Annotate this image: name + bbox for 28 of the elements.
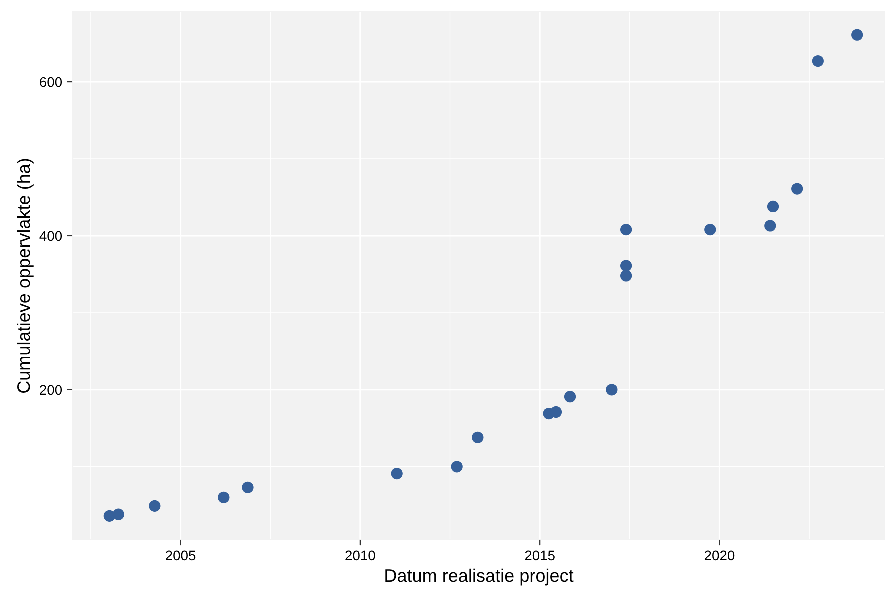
- point: [764, 220, 776, 232]
- x-tick-label: 2015: [525, 550, 555, 561]
- point: [550, 406, 562, 418]
- point: [620, 224, 632, 236]
- point: [112, 508, 124, 520]
- y-axis-title: Cumulatieve oppervlakte (ha): [17, 159, 34, 393]
- point: [391, 468, 403, 480]
- point: [451, 461, 463, 473]
- x-tick-label: 2010: [346, 550, 376, 561]
- y-tick-label: 600: [40, 77, 62, 88]
- x-tick-label: 2020: [704, 550, 735, 561]
- y-tick-label: 200: [40, 385, 62, 396]
- point: [564, 391, 576, 403]
- point: [852, 29, 864, 41]
- point: [767, 200, 780, 213]
- point: [606, 384, 618, 396]
- point: [218, 492, 230, 504]
- point: [620, 260, 632, 272]
- point: [620, 270, 632, 282]
- x-tick-label: 2005: [166, 550, 196, 561]
- point: [704, 224, 716, 236]
- y-tick-label: 400: [40, 231, 62, 242]
- point: [812, 55, 824, 68]
- x-axis-title: Datum realisatie project: [386, 568, 574, 586]
- point: [149, 500, 161, 512]
- point: [792, 183, 804, 195]
- point: [242, 482, 254, 494]
- point: [472, 432, 484, 444]
